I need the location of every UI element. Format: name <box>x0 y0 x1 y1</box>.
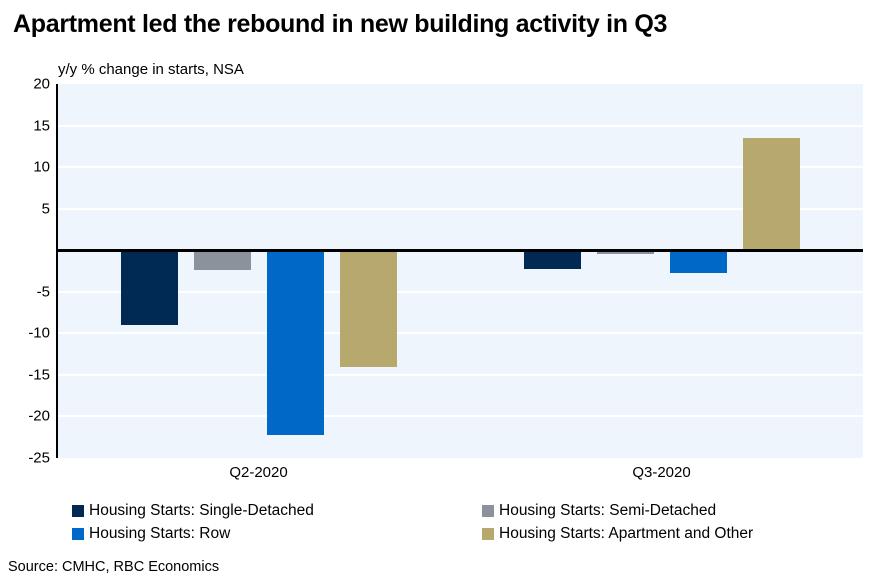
chart-title: Apartment led the rebound in new buildin… <box>13 10 668 38</box>
source-note: Source: CMHC, RBC Economics <box>8 559 220 575</box>
legend-item-semi-detached: Housing Starts: Semi-Detached <box>482 502 753 520</box>
gridline <box>57 207 863 210</box>
x-axis-label-q2-2020: Q2-2020 <box>229 464 288 481</box>
y-tick-label: 20 <box>33 75 50 93</box>
bar <box>742 138 800 251</box>
gridline <box>57 373 863 376</box>
bar <box>596 250 654 255</box>
y-tick-label: -15 <box>28 366 50 384</box>
gridline <box>57 166 863 169</box>
legend-label: Housing Starts: Semi-Detached <box>499 502 717 519</box>
legend-label: Housing Starts: Single-Detached <box>89 502 314 519</box>
y-tick-label: -25 <box>28 449 50 467</box>
legend-item-apartment-and-other: Housing Starts: Apartment and Other <box>482 525 753 543</box>
y-tick-label: -20 <box>28 407 50 425</box>
x-axis-label-q3-2020: Q3-2020 <box>632 464 691 481</box>
axis-units-label: y/y % change in starts, NSA <box>58 61 244 78</box>
semi-detached-swatch-icon <box>482 505 494 517</box>
legend-label: Housing Starts: Apartment and Other <box>499 525 754 542</box>
bar <box>523 250 581 269</box>
y-axis-line <box>56 84 58 458</box>
plot-area <box>57 84 863 458</box>
gridline <box>57 124 863 127</box>
bar <box>339 250 397 367</box>
single-detached-swatch-icon <box>72 505 84 517</box>
y-tick-label: -10 <box>28 324 50 342</box>
gridline <box>57 290 863 293</box>
legend: Housing Starts: Single-Detached Housing … <box>72 502 753 543</box>
gridline <box>57 332 863 335</box>
bar <box>120 250 178 326</box>
bar <box>266 250 324 435</box>
row-swatch-icon <box>72 528 84 540</box>
zero-axis-line <box>57 248 863 252</box>
legend-label: Housing Starts: Row <box>89 525 231 542</box>
y-tick-label: 10 <box>33 158 50 176</box>
y-tick-label: -5 <box>36 283 50 301</box>
y-tick-label: 5 <box>41 200 50 218</box>
legend-item-row: Housing Starts: Row <box>72 525 482 543</box>
bar <box>669 250 727 273</box>
bar <box>193 250 251 271</box>
legend-item-single-detached: Housing Starts: Single-Detached <box>72 502 482 520</box>
gridline <box>57 415 863 418</box>
apartment-and-other-swatch-icon <box>482 528 494 540</box>
y-tick-label: 15 <box>33 117 50 135</box>
